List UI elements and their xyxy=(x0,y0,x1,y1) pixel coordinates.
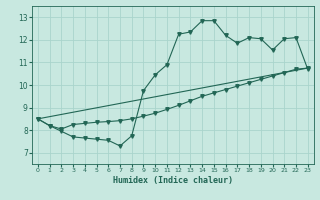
X-axis label: Humidex (Indice chaleur): Humidex (Indice chaleur) xyxy=(113,176,233,185)
